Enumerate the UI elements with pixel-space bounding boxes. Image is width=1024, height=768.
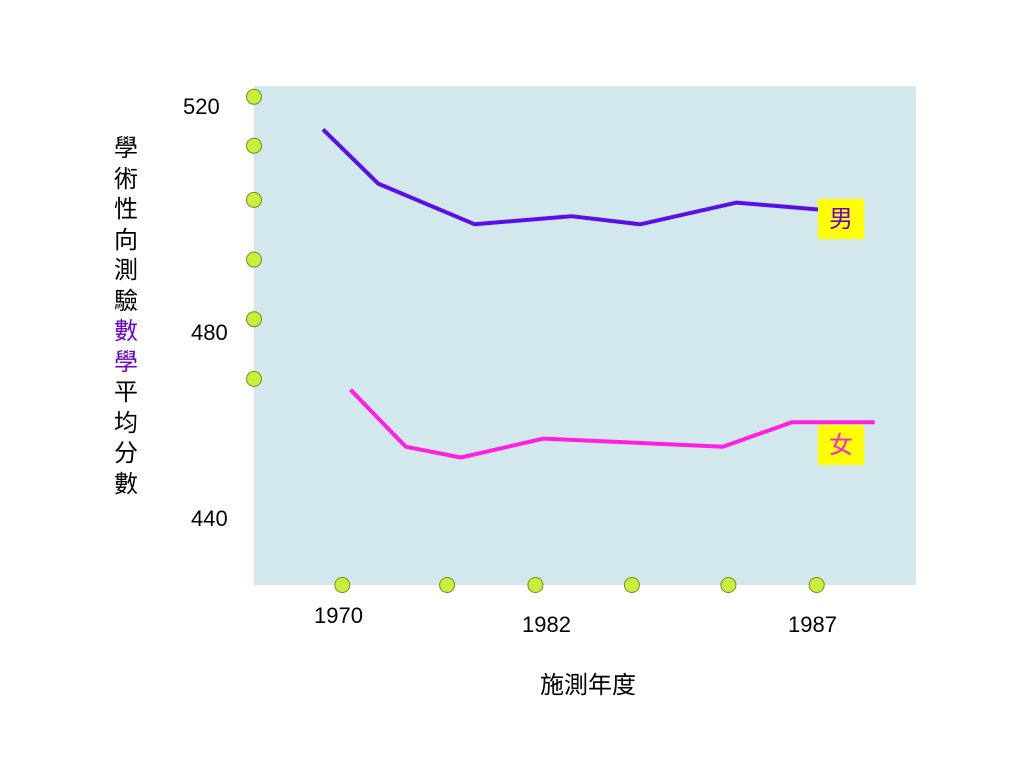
y-axis-marker — [246, 251, 262, 268]
y-axis-label: 學術性向測驗數學平均分數 — [112, 133, 140, 499]
x-axis-marker — [439, 577, 456, 593]
marker-layer — [246, 88, 825, 593]
series-line-0 — [321, 127, 834, 227]
y-axis-label-char: 性 — [114, 195, 138, 223]
series-line-1 — [349, 388, 875, 460]
series-layer — [321, 127, 875, 460]
y-tick-label-440: 440 — [191, 506, 228, 531]
x-tick-label-1970: 1970 — [314, 603, 363, 628]
y-axis-marker — [246, 370, 262, 387]
x-axis-marker — [527, 577, 544, 593]
y-axis-label-char: 學 — [114, 134, 138, 162]
y-axis-marker — [246, 137, 262, 154]
y-tick-label-480: 480 — [191, 320, 228, 345]
y-axis-marker — [246, 191, 262, 208]
y-axis-label-char: 測 — [114, 256, 138, 284]
series-label-female: 女 — [818, 425, 864, 465]
y-axis-label-char: 分 — [114, 439, 138, 467]
y-axis-marker — [246, 88, 262, 105]
y-axis-label-char: 學 — [114, 347, 138, 376]
y-axis-marker — [246, 311, 262, 328]
x-axis-marker — [334, 577, 351, 593]
x-tick-label-1987: 1987 — [788, 612, 837, 637]
y-axis-label-char: 向 — [114, 225, 138, 254]
x-axis-marker — [623, 577, 640, 593]
x-axis-marker — [720, 577, 737, 593]
x-axis-label: 施測年度 — [540, 671, 636, 699]
y-axis-label-char: 數 — [114, 469, 138, 498]
y-tick-label-520: 520 — [183, 94, 220, 119]
x-tick-label-1982: 1982 — [522, 612, 571, 637]
y-axis-label-char: 術 — [114, 164, 138, 193]
x-axis-marker — [808, 577, 825, 593]
series-label-male: 男 — [818, 199, 864, 239]
y-axis-label-char: 平 — [114, 378, 138, 406]
y-axis-label-char: 驗 — [114, 286, 138, 315]
y-axis-label-char: 均 — [114, 408, 138, 437]
y-axis-label-char: 數 — [114, 317, 138, 345]
